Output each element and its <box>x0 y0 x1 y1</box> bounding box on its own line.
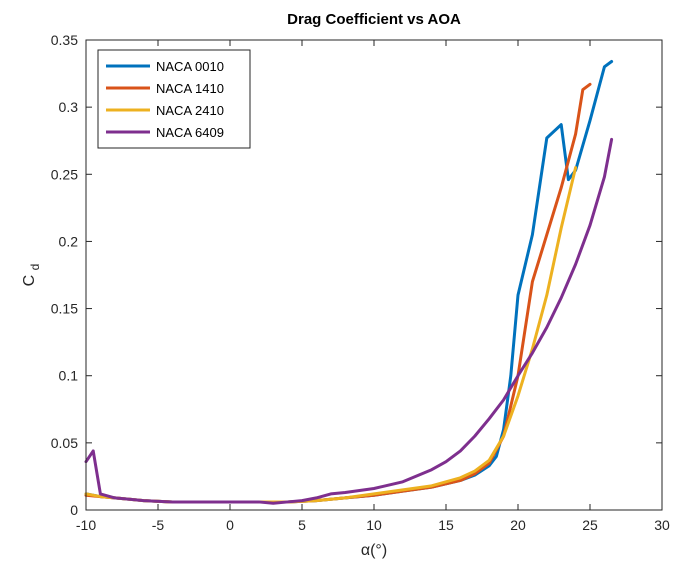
y-tick-label: 0.05 <box>51 435 78 451</box>
y-axis-label-subscript: d <box>28 264 42 271</box>
y-axis-label-main: C <box>21 275 38 287</box>
legend-label: NACA 1410 <box>156 81 224 96</box>
y-axis-label: C d <box>21 264 42 287</box>
y-tick-label: 0.3 <box>59 99 79 115</box>
x-tick-label: 30 <box>654 517 670 533</box>
legend-label: NACA 2410 <box>156 103 224 118</box>
y-tick-label: 0.35 <box>51 32 78 48</box>
legend: NACA 0010 NACA 1410 NACA 2410 NACA 6409 <box>97 49 251 149</box>
x-tick-label: -5 <box>152 517 165 533</box>
x-tick-label: 15 <box>438 517 454 533</box>
legend-label: NACA 0010 <box>156 59 224 74</box>
x-axis-label: α(°) <box>361 542 387 559</box>
legend-label: NACA 6409 <box>156 125 224 140</box>
y-tick-label: 0.2 <box>59 233 79 249</box>
y-tick-label: 0.1 <box>59 368 79 384</box>
x-tick-label: 20 <box>510 517 526 533</box>
y-tick-label: 0 <box>70 502 78 518</box>
series-line-4 <box>84 137 614 505</box>
y-tick-label: 0.15 <box>51 301 78 317</box>
x-tick-label: 10 <box>366 517 382 533</box>
x-tick-label: 0 <box>226 517 234 533</box>
series-layer <box>84 59 614 505</box>
x-tick-label: -10 <box>76 517 96 533</box>
x-tick-label: 5 <box>298 517 306 533</box>
y-tick-label: 0.25 <box>51 166 78 182</box>
chart-title: Drag Coefficient vs AOA <box>287 11 461 28</box>
x-tick-label: 25 <box>582 517 598 533</box>
ticks-layer: -10 -5 0 5 10 15 20 25 30 0 0.05 0.1 0.15 0.2 0.25 0.3 0… <box>51 32 670 533</box>
